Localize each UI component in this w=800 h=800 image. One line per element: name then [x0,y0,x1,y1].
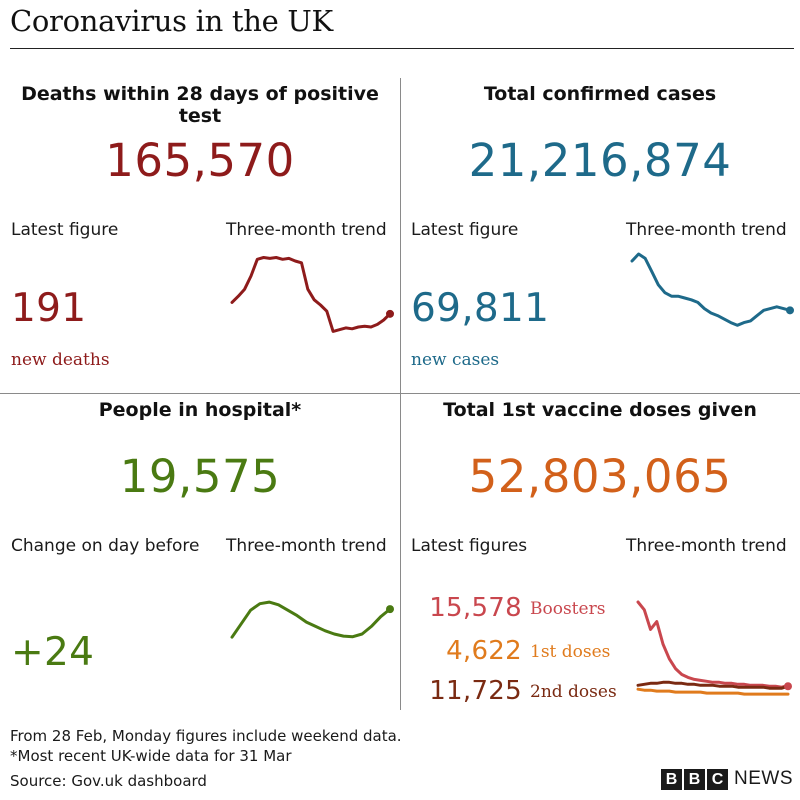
footer-note-weekend: From 28 Feb, Monday figures include week… [10,727,402,745]
vaccine-title: Total 1st vaccine doses given [443,399,757,421]
bbc-logo-b1: B [661,768,682,790]
deaths-title: Deaths within 28 days of positive test [21,83,379,127]
footer-note-hospital: *Most recent UK-wide data for 31 Mar [10,747,292,765]
bbc-news-logo: B B C NEWS [661,768,793,790]
deaths-latest-label: Latest figure [11,220,119,240]
cases-panel: Total confirmed cases 21,216,874 Latest … [400,78,800,394]
hospital-trend-line-end-marker [386,605,394,614]
boosters-label: Boosters [530,599,606,619]
second-doses-value: 11,725 [429,676,522,706]
bbc-logo-news: NEWS [734,768,793,789]
vaccine-total: 52,803,065 [468,450,732,503]
hospital-trend-line [230,600,392,639]
deaths-latest-value: 191 [11,286,87,331]
boosters-trend-line [636,600,790,689]
bbc-logo-b2: B [684,768,705,790]
hospital-trend-label: Three-month trend [226,536,387,556]
vaccine-trend-label: Three-month trend [626,536,787,556]
vaccine-latest-label: Latest figures [411,536,528,556]
second-doses-label: 2nd doses [530,682,617,702]
deaths-trend-line-end-marker [386,309,394,318]
bbc-logo-c: C [707,768,728,790]
deaths-trend-line [230,256,392,333]
cases-latest-label: Latest figure [411,220,519,240]
vaccine-panel: Total 1st vaccine doses given 52,803,065… [400,394,800,710]
cases-latest-value: 69,811 [411,286,550,331]
vaccine-trend-chart [636,600,792,696]
deaths-latest-sublabel: new deaths [11,350,110,370]
vaccine-row-second: 11,725 2nd doses [400,676,800,706]
first-doses-value: 4,622 [446,636,522,666]
hospital-panel: People in hospital* 19,575 Change on day… [0,394,400,710]
hospital-total: 19,575 [119,450,281,503]
cases-latest-sublabel: new cases [411,350,500,370]
deaths-trend-chart [230,256,394,333]
cases-trend-label: Three-month trend [626,220,787,240]
second-doses-trend-line [636,680,790,690]
vertical-divider [400,78,401,710]
page-title: Coronavirus in the UK [10,4,333,38]
footer-source: Source: Gov.uk dashboard [10,772,207,790]
cases-trend-chart [630,252,794,327]
hospital-change-label: Change on day before [11,536,200,556]
deaths-trend-label: Three-month trend [226,220,387,240]
hospital-title: People in hospital* [98,399,302,421]
first-doses-trend-line [636,687,790,696]
cases-trend-line-end-marker [786,306,794,315]
vaccine-row-boosters: 15,578 Boosters [400,593,800,623]
hospital-trend-chart [230,600,394,639]
deaths-panel: Deaths within 28 days of positive test 1… [0,78,400,394]
deaths-total: 165,570 [105,134,295,187]
first-doses-label: 1st doses [530,642,611,662]
cases-title: Total confirmed cases [483,83,717,105]
hospital-change-value: +24 [11,630,95,675]
cases-total: 21,216,874 [468,134,732,187]
horizontal-divider [0,393,800,394]
boosters-value: 15,578 [429,593,522,623]
title-divider [10,48,794,49]
second-doses-trend-line-end-marker [784,682,792,691]
vaccine-row-first: 4,622 1st doses [400,636,800,666]
cases-trend-line [630,252,792,327]
